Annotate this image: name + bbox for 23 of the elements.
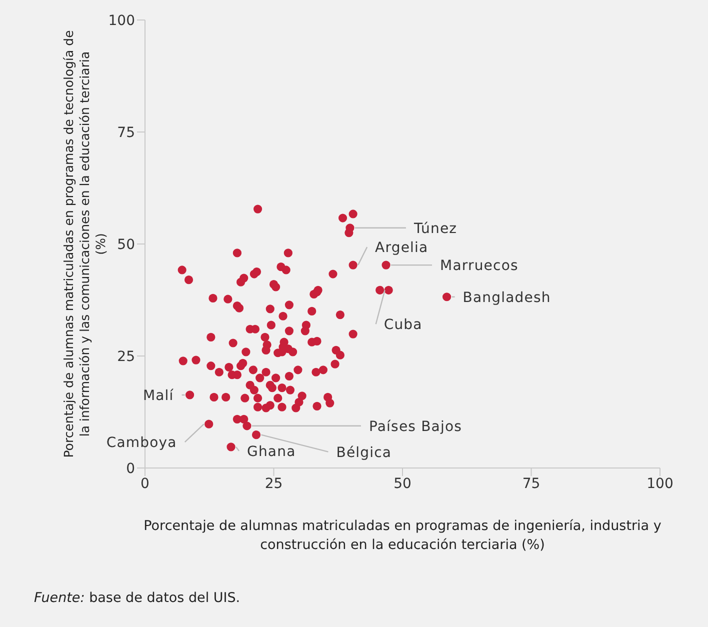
annotation: Malí (142, 388, 174, 404)
annotation: Marruecos (440, 258, 518, 274)
y-tick-label: 25 (117, 348, 135, 365)
source-note: Fuente: base de datos del UIS. (34, 590, 242, 606)
annotation: Bélgica (336, 444, 392, 461)
y-tick-label: 75 (117, 124, 135, 141)
annotation: Bangladesh (462, 290, 551, 306)
x-tick-label: 100 (646, 476, 674, 492)
annotation: Países Bajos (368, 418, 462, 435)
x-tick-label: 75 (522, 476, 540, 492)
annotation: Ghana (247, 444, 296, 460)
annotation: Camboya (106, 435, 177, 452)
y-tick-label: 0 (126, 460, 135, 477)
annotation: Cuba (384, 317, 422, 334)
x-tick-label: 50 (394, 476, 412, 492)
x-tick-label: 0 (140, 476, 150, 492)
x-tick-label: 25 (264, 476, 283, 492)
annotation: Argelia (375, 240, 428, 256)
annotation: Túnez (412, 220, 458, 237)
y-axis-title: Porcentaje de alumnas matriculadas en programas de tecnología de la información y las comunicaciones en la educación terciaria (%) (61, 30, 108, 458)
x-axis-title: Porcentaje de alumnas matriculadas en programas de ingeniería, industria y construcción en la educación terciaria (%) (144, 518, 662, 553)
y-tick-label: 100 (108, 12, 135, 29)
y-tick-label: 50 (117, 236, 135, 253)
